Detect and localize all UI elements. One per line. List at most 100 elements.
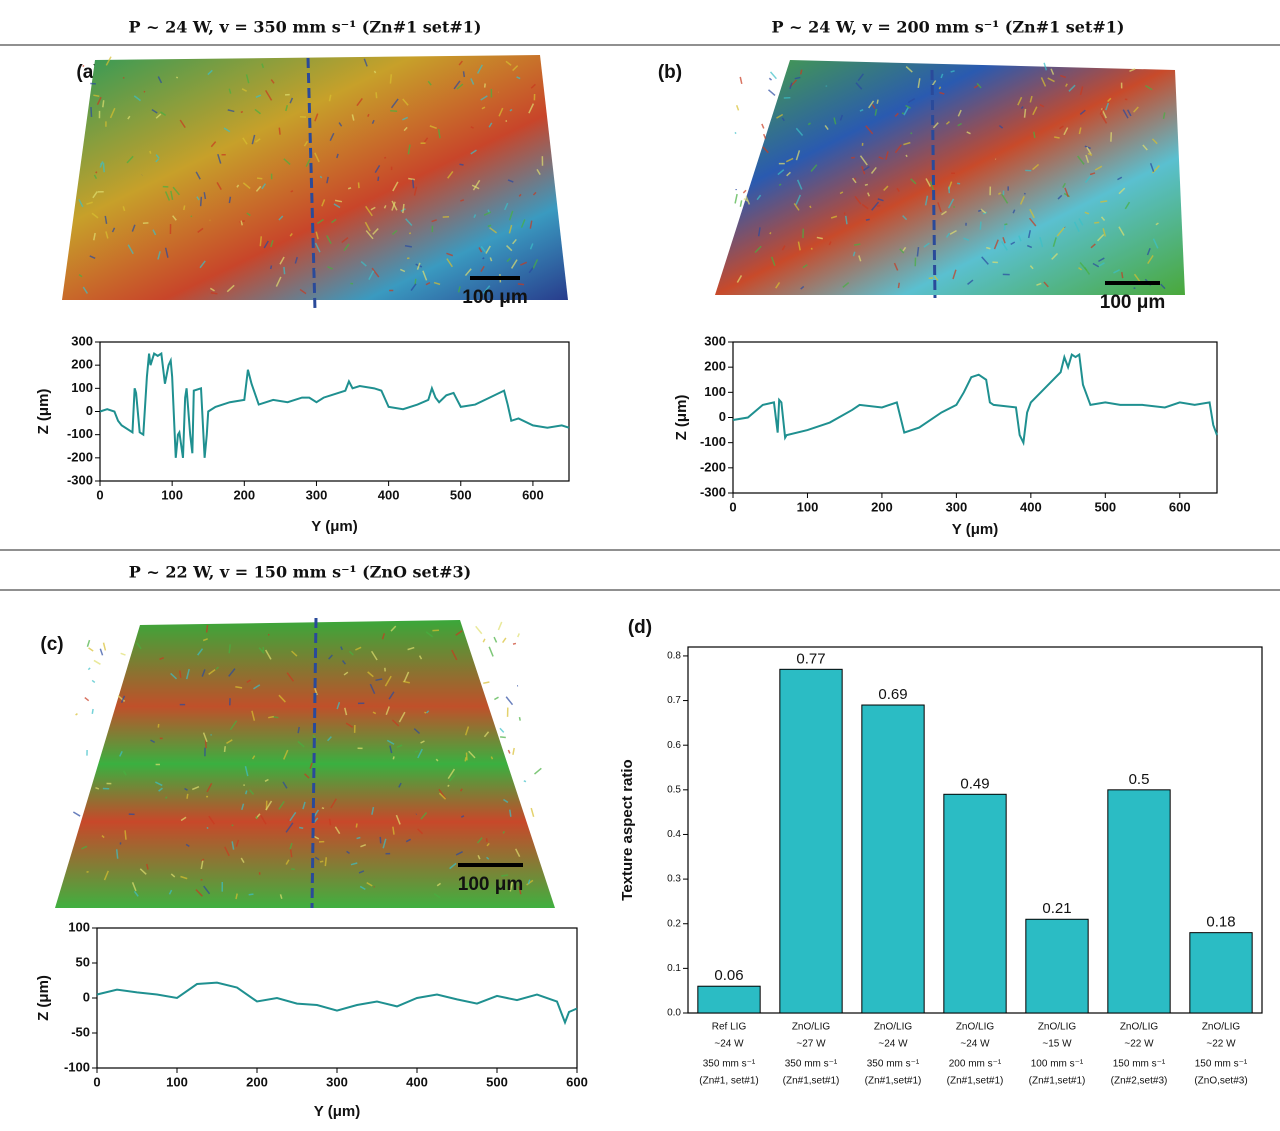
profile-line (100, 354, 569, 458)
surface-texture (769, 78, 771, 80)
surface-texture (460, 164, 464, 165)
x-tick-label: 350 mm s⁻¹ (867, 1059, 920, 1070)
surface-texture (865, 184, 868, 185)
x-tick-label: 200 (246, 1074, 268, 1089)
surface-texture (743, 190, 746, 193)
surface-texture (465, 757, 466, 761)
surface-texture (762, 124, 764, 129)
surface-texture (483, 682, 489, 683)
surface-texture (929, 278, 933, 279)
profile-line (97, 983, 577, 1023)
surface-texture (1122, 272, 1123, 278)
surface-texture (225, 746, 226, 752)
y-tick-label: 200 (71, 357, 93, 372)
surface-texture (494, 697, 498, 699)
surface-texture (268, 717, 274, 718)
y-tick-label: 0.4 (667, 829, 681, 840)
x-tick-label: ~27 W (796, 1039, 826, 1050)
surface-texture (117, 849, 118, 858)
surface-texture (768, 90, 775, 96)
x-tick-label: 200 (233, 487, 255, 502)
surface-texture (92, 709, 93, 714)
surface-texture (103, 100, 104, 107)
y-tick-label: 100 (704, 384, 726, 399)
surface-texture (325, 857, 326, 866)
x-tick-label: ZnO/LIG (956, 1022, 995, 1033)
y-tick-label: -200 (67, 449, 93, 464)
surface-texture (510, 810, 511, 817)
surface-texture (1054, 137, 1059, 138)
surface-texture (91, 107, 92, 117)
surface-texture (483, 258, 485, 259)
y-tick-label: -50 (71, 1024, 90, 1039)
x-tick-label: (Zn#1, set#1) (699, 1076, 758, 1087)
surface-texture (764, 134, 766, 139)
surface-texture (854, 244, 860, 245)
x-tick-label: 100 (797, 499, 819, 514)
x-tick-label: 300 (326, 1074, 348, 1089)
surface-texture (368, 114, 369, 117)
surface-texture (810, 206, 811, 208)
x-tick-label: (Zn#1,set#1) (865, 1076, 922, 1087)
x-tick-label: ~15 W (1042, 1039, 1072, 1050)
surface-texture (257, 178, 262, 179)
x-tick-label: 200 mm s⁻¹ (949, 1059, 1002, 1070)
surface-texture (384, 158, 386, 159)
surface-texture (246, 791, 247, 795)
x-tick-label: 200 (871, 499, 893, 514)
surface-texture (176, 77, 177, 78)
surface-texture (298, 727, 299, 733)
surface-texture (271, 265, 272, 269)
y-tick-label: 0.7 (667, 695, 681, 706)
surface-texture (494, 637, 496, 642)
surface-texture (211, 293, 217, 294)
x-tick-label: 300 (306, 487, 328, 502)
x-tick-label: 150 mm s⁻¹ (1195, 1059, 1248, 1070)
surface-image (715, 60, 1185, 295)
surface-texture (184, 206, 185, 210)
surface-texture (187, 794, 188, 799)
surface-texture (73, 812, 80, 816)
surface-texture (393, 756, 394, 759)
surface-texture (980, 222, 981, 230)
surface-texture (489, 647, 493, 657)
surface-texture (260, 236, 261, 246)
profile-line (733, 355, 1217, 443)
surface-texture (166, 797, 167, 799)
panel-label: (d) (628, 617, 652, 638)
surface-texture (1100, 201, 1107, 202)
surface-texture (207, 625, 208, 632)
surface-texture (770, 232, 771, 233)
y-tick-label: 0.5 (667, 784, 681, 795)
surface-texture (531, 808, 533, 817)
surface-texture (877, 100, 878, 104)
surface-texture (88, 668, 90, 670)
surface-texture (291, 849, 292, 857)
y-tick-label: 100 (68, 919, 90, 934)
surface-texture (256, 816, 257, 818)
x-tick-label: 500 (1094, 499, 1116, 514)
x-tick-label: 500 (450, 487, 472, 502)
surface-texture (949, 187, 950, 194)
x-tick-label: 400 (378, 487, 400, 502)
x-tick-label: 600 (1169, 499, 1191, 514)
scale-bar-label: 100 μm (1100, 292, 1166, 313)
surface-texture (291, 191, 293, 192)
x-tick-label: (Zn#1,set#1) (947, 1076, 1004, 1087)
surface-texture (201, 197, 202, 206)
x-tick-label: 400 (1020, 499, 1042, 514)
scale-bar-label: 100 μm (458, 874, 524, 895)
surface-texture (1024, 193, 1025, 194)
surface-texture (279, 128, 280, 135)
x-tick-label: ~24 W (878, 1039, 908, 1050)
x-tick-label: ZnO/LIG (1202, 1022, 1241, 1033)
x-axis-label: Y (μm) (311, 518, 357, 535)
x-tick-label: ZnO/LIG (1120, 1022, 1159, 1033)
surface-texture (284, 267, 285, 274)
y-axis-label: Z (μm) (35, 975, 52, 1021)
surface-texture (191, 216, 192, 217)
bar-value-label: 0.69 (878, 686, 907, 703)
surface-texture (518, 284, 524, 285)
y-axis-label: Z (μm) (673, 395, 690, 441)
surface-texture (448, 785, 449, 786)
